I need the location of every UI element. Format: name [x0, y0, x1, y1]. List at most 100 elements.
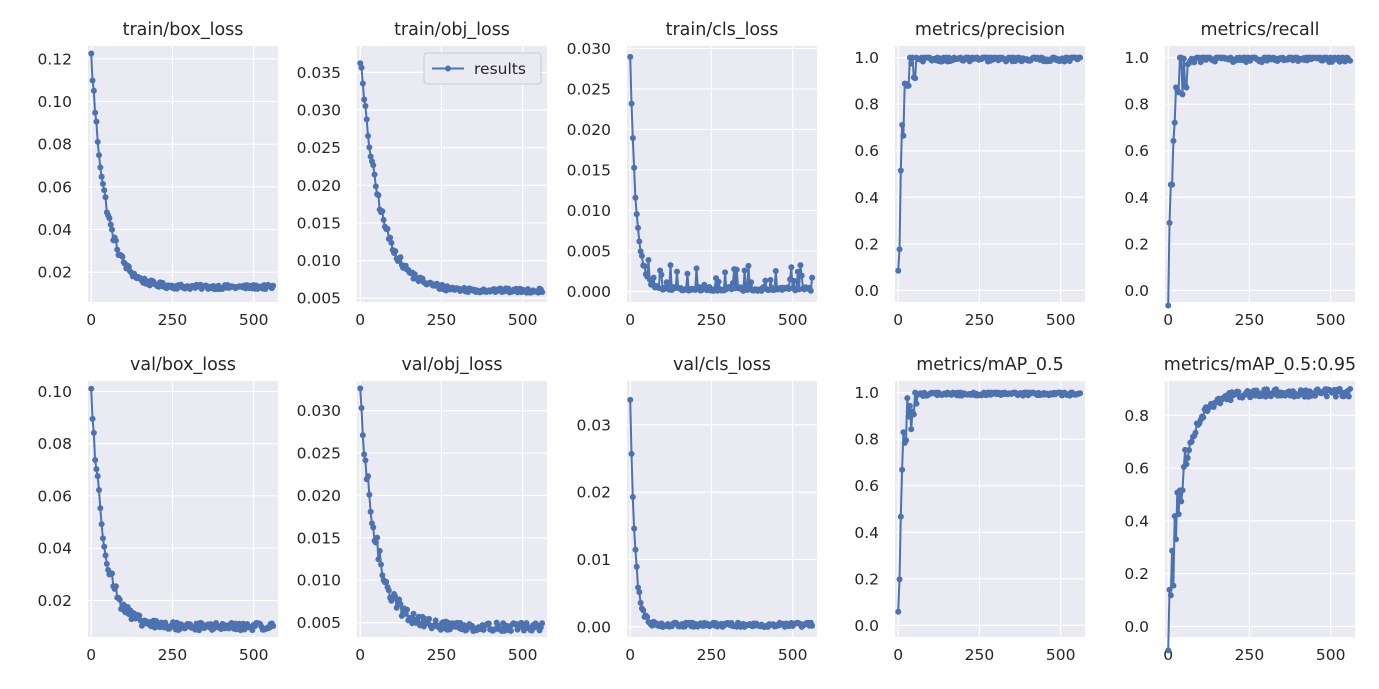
panel-2: 0 250 500 0.005 0.010 0.015 0.020 0.025 0.030 0.0…	[297, 20, 547, 329]
data-point	[1179, 487, 1186, 494]
x-tick-label: 250	[697, 311, 727, 329]
data-point	[1312, 392, 1319, 399]
panel-5: 0 250 500 0.0 0.2 0.4 0.6 0.8 1.0 metrics/recall	[1124, 20, 1355, 329]
data-point	[628, 450, 635, 457]
data-point	[370, 524, 377, 531]
x-tick-label: 250	[965, 311, 995, 329]
data-point	[895, 608, 902, 615]
data-point	[361, 96, 368, 103]
plot-area	[88, 381, 278, 637]
y-tick-label: 0.005	[297, 614, 341, 632]
data-point	[908, 60, 915, 67]
data-point	[362, 457, 369, 464]
data-point	[629, 134, 636, 141]
y-tick-label: 0.08	[37, 435, 72, 453]
y-tick-label: 0.4	[1124, 189, 1149, 207]
x-tick-label: 0	[86, 311, 96, 329]
plot-area	[357, 381, 547, 637]
data-point	[794, 268, 801, 275]
data-point	[627, 53, 634, 60]
data-point	[650, 274, 657, 281]
data-point	[359, 432, 366, 439]
data-point	[1173, 536, 1180, 543]
data-point	[97, 164, 104, 171]
data-point	[1179, 91, 1186, 98]
y-tick-label: 0.4	[854, 524, 879, 542]
x-tick-label: 250	[427, 646, 457, 664]
x-tick-label: 500	[778, 646, 808, 664]
x-tick-label: 0	[625, 311, 635, 329]
data-point	[365, 473, 372, 480]
data-point	[772, 267, 779, 274]
y-tick-label: 0.4	[854, 189, 879, 207]
panel-title: val/box_loss	[130, 355, 236, 375]
y-tick-label: 0.0	[1124, 618, 1149, 636]
data-point	[633, 211, 640, 218]
data-point	[94, 473, 101, 480]
data-point	[910, 411, 917, 418]
y-tick-label: 0.06	[37, 487, 72, 505]
data-point	[741, 267, 748, 274]
plot-area	[1165, 381, 1355, 637]
data-point	[88, 50, 95, 57]
data-point	[383, 578, 390, 585]
panel-title: val/obj_loss	[401, 355, 502, 375]
data-point	[767, 276, 774, 283]
plot-area	[895, 46, 1085, 302]
y-tick-label: 0.04	[37, 221, 72, 239]
data-point	[667, 262, 674, 269]
data-point	[365, 132, 372, 139]
data-point	[384, 225, 391, 232]
y-tick-label: 0.8	[1124, 96, 1149, 114]
data-point	[905, 82, 912, 89]
data-point	[809, 274, 816, 281]
plot-area	[895, 381, 1085, 637]
panel-9: 0 250 500 0.0 0.2 0.4 0.6 0.8 1.0 metrics/mAP_0.5	[854, 355, 1085, 664]
data-point	[367, 153, 374, 160]
data-point	[102, 194, 109, 201]
legend-label: results	[474, 60, 526, 78]
y-tick-label: 0.2	[1124, 565, 1149, 583]
data-point	[645, 257, 652, 264]
data-point	[102, 552, 109, 559]
data-point	[635, 584, 642, 591]
panel-3: 0 250 500 0.000 0.005 0.010 0.015 0.020 0.025 0.0…	[567, 20, 817, 329]
data-point	[903, 437, 910, 444]
y-tick-label: 0.6	[854, 142, 879, 160]
data-point	[103, 560, 110, 567]
data-point	[658, 271, 665, 278]
data-point	[376, 547, 383, 554]
data-point	[1183, 461, 1190, 468]
data-point	[628, 100, 635, 107]
panel-title: metrics/recall	[1200, 20, 1319, 40]
data-point	[897, 167, 904, 174]
y-tick-label: 0.020	[567, 121, 611, 139]
y-tick-label: 0.005	[567, 242, 611, 260]
data-point	[378, 561, 385, 568]
data-point	[905, 413, 912, 420]
data-point	[897, 513, 904, 520]
data-point	[359, 80, 366, 87]
x-tick-label: 500	[508, 311, 538, 329]
data-point	[729, 279, 736, 286]
data-point	[663, 279, 670, 286]
data-point	[762, 277, 769, 284]
y-tick-label: 0.035	[297, 64, 341, 82]
y-tick-label: 0.10	[37, 383, 72, 401]
data-point	[636, 238, 643, 245]
data-point	[101, 187, 108, 194]
data-point	[196, 627, 203, 634]
panel-title: train/box_loss	[123, 20, 244, 40]
data-point	[485, 620, 492, 627]
data-point	[906, 402, 913, 409]
data-point	[539, 620, 546, 627]
panel-title: val/cls_loss	[673, 355, 771, 375]
x-tick-label: 500	[1316, 311, 1346, 329]
y-tick-label: 0.10	[37, 93, 72, 111]
x-tick-label: 250	[158, 311, 188, 329]
data-point	[674, 268, 681, 275]
data-point	[1165, 302, 1172, 309]
data-point	[385, 587, 392, 594]
y-tick-label: 0.6	[1124, 460, 1149, 478]
